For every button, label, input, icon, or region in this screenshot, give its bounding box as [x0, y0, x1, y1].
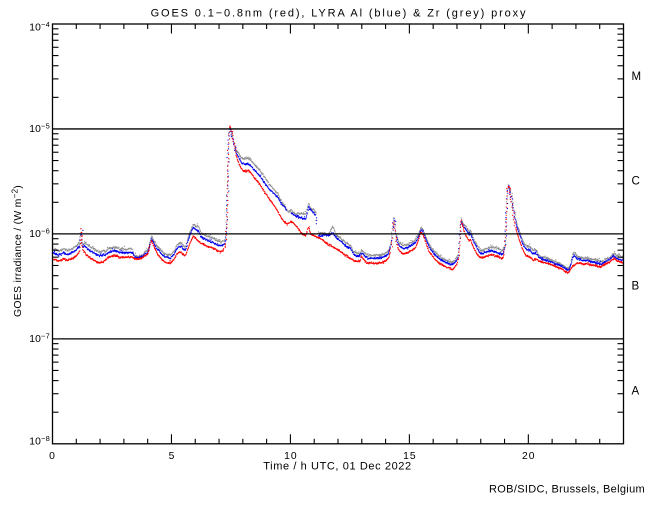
svg-text:10−5: 10−5 [29, 122, 50, 136]
svg-text:0: 0 [49, 451, 56, 462]
svg-text:M: M [632, 71, 642, 83]
svg-text:5: 5 [169, 451, 176, 462]
svg-text:GOES 0.1−0.8nm (red), LYRA Al: GOES 0.1−0.8nm (red), LYRA Al (blue) & Z… [151, 8, 528, 20]
svg-text:20: 20 [522, 451, 536, 462]
svg-text:C: C [632, 176, 640, 188]
svg-text:10−4: 10−4 [29, 20, 50, 34]
svg-text:10: 10 [284, 451, 298, 462]
svg-text:10−8: 10−8 [29, 434, 50, 448]
svg-text:10−6: 10−6 [29, 227, 50, 241]
svg-text:GOES irradiance / (W m−2): GOES irradiance / (W m−2) [11, 185, 25, 317]
svg-text:Time / h UTC, 01 Dec 2022: Time / h UTC, 01 Dec 2022 [263, 461, 411, 473]
svg-text:ROB/SIDC, Brussels, Belgium: ROB/SIDC, Brussels, Belgium [489, 484, 645, 496]
svg-text:B: B [632, 281, 640, 293]
svg-text:10−7: 10−7 [29, 332, 50, 346]
svg-text:15: 15 [403, 451, 417, 462]
svg-text:A: A [632, 386, 640, 398]
